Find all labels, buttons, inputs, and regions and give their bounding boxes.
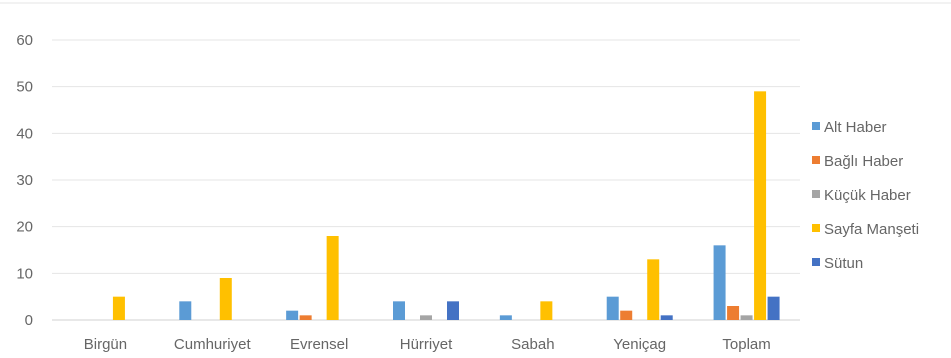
legend-swatch bbox=[812, 190, 820, 198]
y-tick-label: 0 bbox=[25, 312, 33, 329]
bar-hürriyet-alt-haber bbox=[393, 301, 405, 320]
bar-hürriyet-küçük-haber bbox=[420, 315, 432, 320]
bar-toplam-küçük-haber bbox=[740, 315, 753, 320]
bar-yeniçag-alt-haber bbox=[606, 296, 619, 320]
bar-hürriyet-sütun bbox=[447, 301, 459, 320]
legend-swatch bbox=[812, 224, 820, 232]
y-tick-label: 10 bbox=[16, 265, 33, 282]
bar-yeniçag-sayfa-manşeti bbox=[647, 259, 660, 320]
bar-toplam-alt-haber bbox=[713, 245, 726, 320]
bar-evrensel-bağlı-haber bbox=[299, 315, 312, 320]
grid-layer bbox=[52, 39, 800, 321]
legend: Alt Haber Bağlı Haber Küçük Haber Sayfa Man… bbox=[812, 119, 919, 272]
legend-label: Bağlı Haber bbox=[824, 153, 903, 170]
x-tick-label: Sabah bbox=[511, 336, 554, 353]
legend-label: Alt Haber bbox=[824, 119, 887, 136]
y-tick-label: 60 bbox=[16, 32, 33, 49]
bar-birgün-sayfa-manşeti bbox=[112, 296, 125, 320]
bar-toplam-bağlı-haber bbox=[727, 306, 740, 320]
y-tick-label: 40 bbox=[16, 125, 33, 142]
legend-label: Sütun bbox=[824, 255, 863, 272]
bar-cumhuriyet-alt-haber bbox=[179, 301, 192, 320]
bar-sabah-sayfa-manşeti bbox=[540, 301, 553, 320]
legend-swatch bbox=[812, 258, 820, 266]
legend-swatch bbox=[812, 122, 820, 130]
legend-swatch bbox=[812, 156, 820, 164]
bar-toplam-sayfa-manşeti bbox=[754, 91, 767, 320]
bars bbox=[112, 91, 780, 320]
y-tick-labels: 0 10 20 30 40 50 60 bbox=[16, 32, 33, 329]
bar-cumhuriyet-sayfa-manşeti bbox=[219, 278, 232, 320]
x-tick-label: Evrensel bbox=[290, 336, 348, 353]
x-tick-labels: Birgün Cumhuriyet Evrensel Hürriyet Sabah Yen… bbox=[84, 336, 771, 353]
x-tick-label: Toplam bbox=[722, 336, 770, 353]
bar-sabah-alt-haber bbox=[499, 315, 512, 320]
x-tick-label: Birgün bbox=[84, 336, 127, 353]
y-tick-label: 30 bbox=[16, 172, 33, 189]
bar-evrensel-sayfa-manşeti bbox=[326, 236, 339, 320]
x-tick-label: Hürriyet bbox=[400, 336, 453, 353]
bar-yeniçag-sütun bbox=[660, 315, 673, 320]
bar-evrensel-alt-haber bbox=[286, 310, 299, 320]
x-tick-label: Cumhuriyet bbox=[174, 336, 252, 353]
y-tick-label: 50 bbox=[16, 79, 33, 96]
legend-label: Sayfa Manşeti bbox=[824, 221, 919, 238]
y-tick-label: 20 bbox=[16, 219, 33, 236]
bar-yeniçag-bağlı-haber bbox=[620, 310, 633, 320]
x-tick-label: Yeniçag bbox=[613, 336, 666, 353]
bar-toplam-sütun bbox=[767, 296, 780, 320]
legend-label: Küçük Haber bbox=[824, 187, 911, 204]
